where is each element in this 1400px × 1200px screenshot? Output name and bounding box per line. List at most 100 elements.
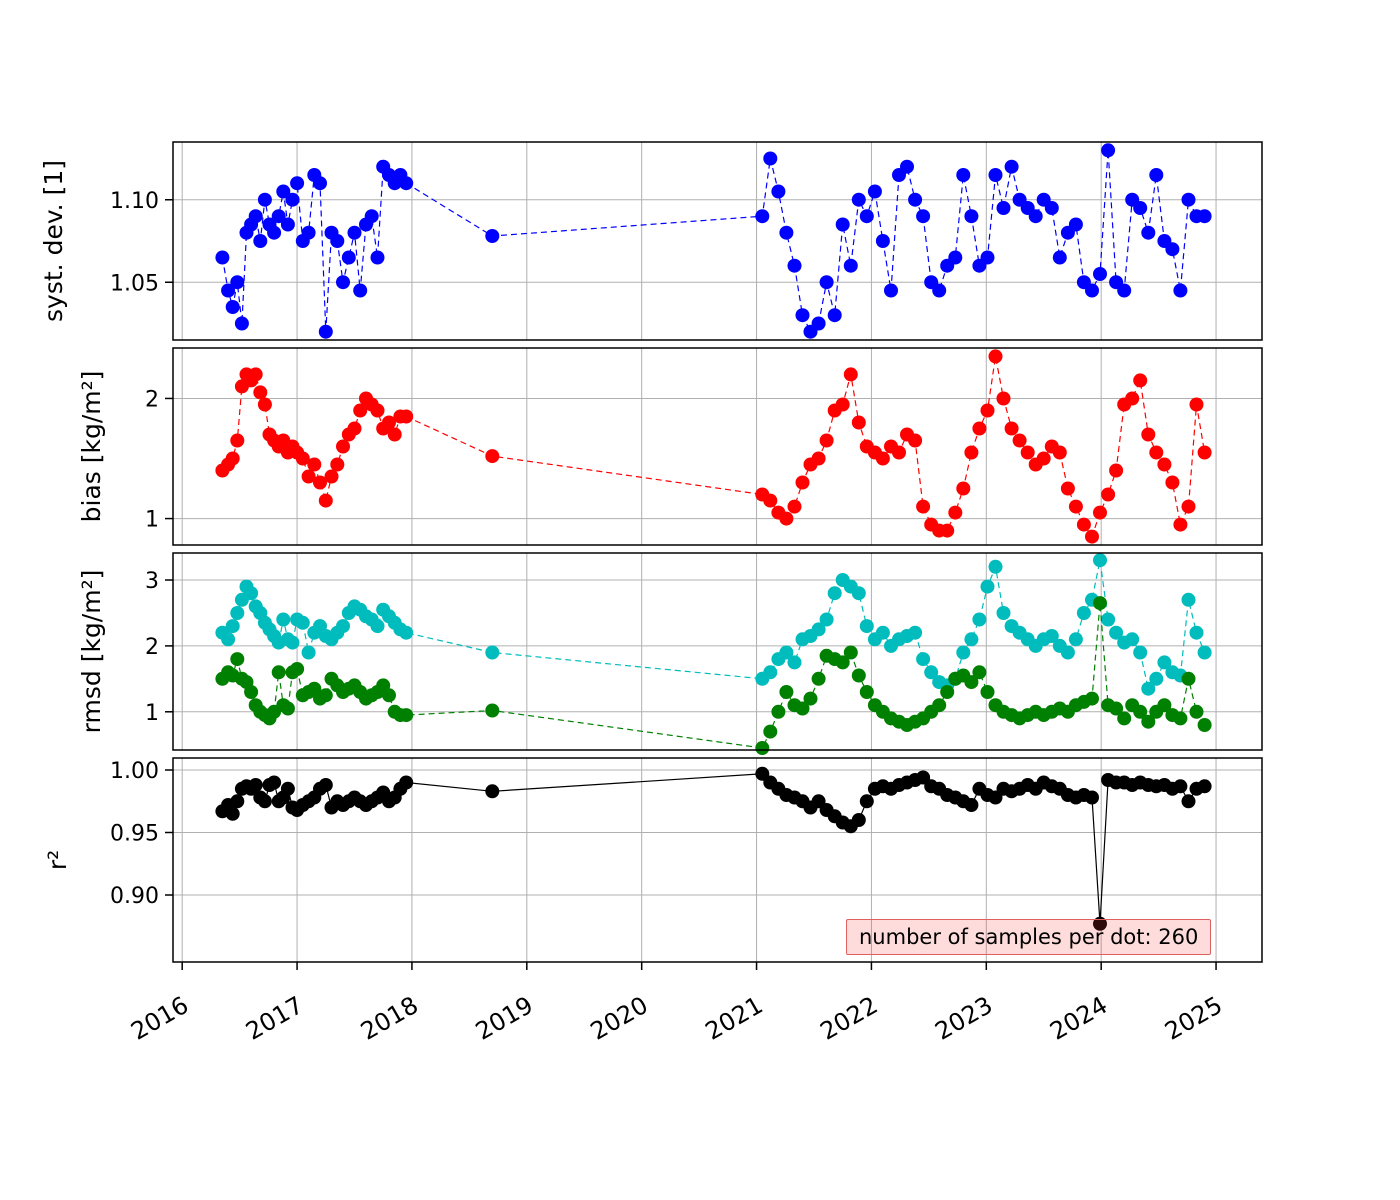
y-tick-label: 0.90 [110, 884, 159, 909]
data-point-syst-dev [336, 275, 350, 290]
data-point-rmsd-cyan [875, 625, 890, 640]
data-point-rmsd-green [1189, 704, 1204, 719]
data-point-syst-dev [353, 283, 368, 298]
data-point-rmsd-green [843, 645, 858, 660]
data-point-syst-dev [996, 201, 1011, 215]
data-point-rmsd-cyan [964, 632, 979, 647]
data-point-bias [1076, 517, 1091, 532]
data-point-syst-dev [234, 316, 249, 331]
data-point-r2 [851, 813, 866, 827]
data-point-syst-dev [908, 192, 923, 207]
data-point-rmsd-green [1117, 711, 1132, 726]
data-point-rmsd-cyan [276, 612, 291, 627]
data-point-bias [964, 445, 979, 460]
data-point-bias [763, 493, 778, 508]
data-point-rmsd-green [1197, 718, 1212, 732]
data-point-syst-dev [1133, 201, 1148, 215]
data-point-syst-dev [1093, 267, 1107, 281]
data-point-bias [787, 499, 802, 514]
data-point-syst-dev [964, 209, 979, 224]
data-point-rmsd-green [779, 685, 794, 699]
data-point-rmsd-green [755, 741, 770, 755]
data-point-rmsd-cyan [916, 652, 931, 667]
data-point-rmsd-cyan [827, 586, 842, 601]
data-point-bias [1189, 397, 1204, 412]
data-point-syst-dev [230, 275, 245, 290]
data-point-bias [387, 427, 402, 442]
data-point-rmsd-cyan [956, 645, 971, 660]
data-point-bias [948, 505, 963, 520]
data-point-syst-dev [330, 234, 345, 248]
data-point-syst-dev [1141, 225, 1156, 240]
data-point-rmsd-cyan [1141, 681, 1156, 696]
data-point-rmsd-cyan [485, 645, 500, 660]
data-point-bias [1125, 391, 1140, 406]
data-point-bias [980, 403, 995, 418]
panel-rmsd: 1 2 3 rmsd [kg/m²] [77, 552, 1263, 755]
data-point-bias [892, 445, 906, 460]
data-point-syst-dev [787, 258, 802, 273]
data-point-syst-dev [755, 209, 770, 224]
data-point-rmsd-green [318, 688, 333, 703]
data-point-bias [347, 421, 362, 436]
data-point-syst-dev [932, 283, 947, 298]
data-point-r2 [916, 770, 931, 785]
y-axis-label: r² [43, 850, 72, 870]
data-point-rmsd-green [811, 671, 826, 686]
data-point-syst-dev [1197, 209, 1212, 224]
data-point-rmsd-green [1141, 714, 1156, 729]
data-point-rmsd-green [382, 688, 396, 703]
data-point-bias [908, 433, 923, 448]
data-point-rmsd-green [972, 665, 987, 680]
panel-syst-dev: 1.05 1.10 syst. dev. [1] [39, 141, 1263, 341]
x-tick-label: 2024 [1045, 991, 1112, 1046]
data-point-rmsd-cyan [295, 615, 310, 630]
data-point-bias [313, 475, 327, 490]
data-point-bias [225, 451, 240, 466]
data-point-rmsd-cyan [244, 586, 259, 601]
data-point-syst-dev [859, 209, 874, 224]
data-point-bias [318, 493, 333, 508]
samples-annotation: number of samples per dot: 260 [846, 919, 1212, 955]
data-point-bias [330, 457, 345, 472]
data-point-syst-dev [1068, 217, 1083, 232]
data-point-bias [779, 511, 794, 526]
data-point-bias [1141, 427, 1156, 442]
data-point-bias [1036, 451, 1051, 466]
data-point-syst-dev [290, 176, 305, 191]
data-point-syst-dev [271, 209, 286, 224]
data-point-syst-dev [225, 300, 240, 314]
data-point-syst-dev [301, 225, 316, 240]
data-point-syst-dev [1028, 209, 1043, 224]
data-point-syst-dev [1117, 283, 1132, 298]
data-point-r2 [1173, 779, 1188, 794]
x-tick-label: 2016 [126, 991, 193, 1046]
data-point-syst-dev [276, 184, 291, 199]
data-point-r2 [257, 794, 272, 809]
panel-background [173, 553, 1262, 750]
data-point-syst-dev [900, 159, 914, 174]
data-point-r2 [267, 775, 282, 790]
data-point-rmsd-cyan [908, 625, 923, 640]
data-point-syst-dev [1101, 143, 1116, 158]
data-point-rmsd-cyan [285, 635, 300, 650]
data-point-rmsd-cyan [763, 665, 778, 680]
data-point-rmsd-cyan [1125, 632, 1140, 647]
data-point-bias [1165, 475, 1180, 490]
data-point-rmsd-cyan [301, 645, 316, 660]
data-point-syst-dev [285, 192, 300, 207]
data-point-rmsd-cyan [370, 619, 385, 634]
data-point-bias [843, 367, 858, 382]
data-point-rmsd-green [964, 675, 979, 690]
panel-r2: 0.90 0.95 1.00 r² [43, 757, 1263, 963]
data-point-syst-dev [779, 225, 794, 240]
y-tick-label: 2 [145, 635, 159, 660]
data-point-rmsd-cyan [230, 606, 245, 620]
data-point-bias [307, 457, 322, 472]
data-point-bias [916, 499, 931, 514]
samples-annotation-text: number of samples per dot: 260 [859, 925, 1199, 949]
y-axis-label: bias [kg/m²] [77, 371, 106, 523]
data-point-rmsd-green [980, 685, 995, 699]
data-point-rmsd-green [803, 691, 818, 706]
data-point-rmsd-cyan [924, 665, 939, 680]
